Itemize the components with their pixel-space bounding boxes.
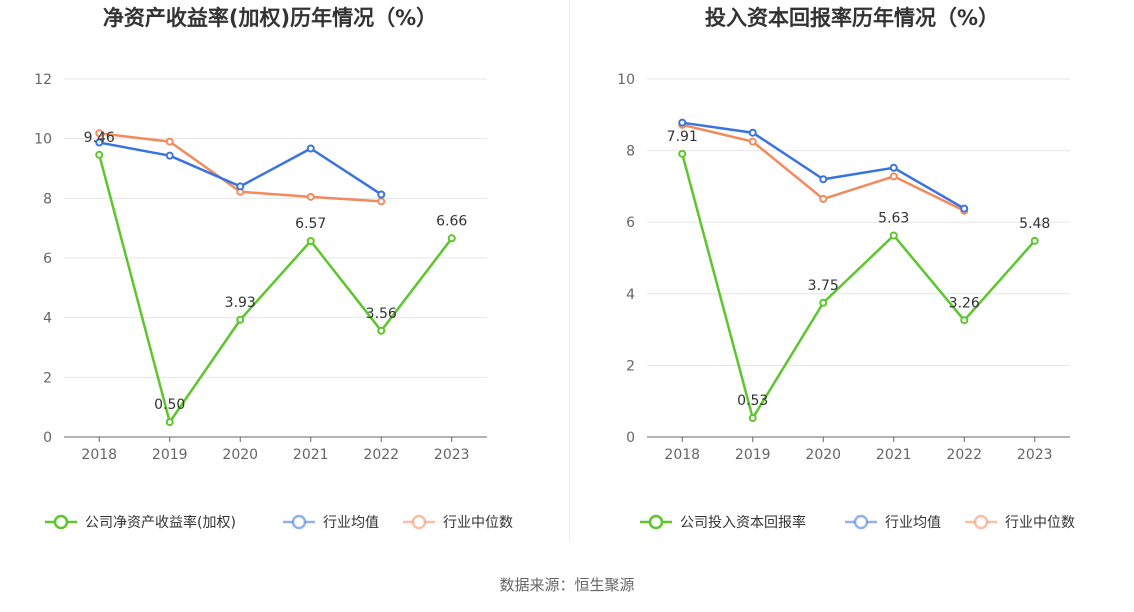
data-label: 0.50 <box>154 397 185 413</box>
data-point-median[interactable] <box>889 172 898 181</box>
legend-label: 行业中位数 <box>443 515 513 531</box>
data-point-avg[interactable] <box>165 151 174 160</box>
chart-title: 投入资本回报率历年情况（%） <box>705 6 999 30</box>
x-tick-label: 2022 <box>946 447 982 463</box>
data-point-company[interactable] <box>819 298 828 307</box>
data-point-median[interactable] <box>306 192 315 201</box>
data-point-avg[interactable] <box>960 204 969 213</box>
legend-label: 行业均值 <box>323 515 379 531</box>
data-label: 6.66 <box>436 213 467 229</box>
data-label: 5.63 <box>878 210 909 226</box>
x-tick-label: 2021 <box>876 447 912 463</box>
legend-marker <box>291 514 307 530</box>
y-tick-label: 0 <box>626 430 635 446</box>
data-label: 7.91 <box>667 129 698 145</box>
roe-chart: 净资产收益率(加权)历年情况（%） 0 2 4 6 8 10 12 2018 2019 2020 20… <box>34 6 513 531</box>
y-tick-label: 8 <box>626 144 635 160</box>
data-point-avg[interactable] <box>236 182 245 191</box>
legend-item-avg[interactable]: 行业均值 <box>845 514 941 531</box>
data-source: 数据来源：恒生聚源 <box>499 576 635 594</box>
series-line-company <box>681 153 1036 420</box>
x-tick-label: 2019 <box>735 447 771 463</box>
legend-label: 公司投入资本回报率 <box>680 514 806 531</box>
y-tick-label: 10 <box>617 72 635 88</box>
data-point-company[interactable] <box>960 316 969 325</box>
y-tick-label: 6 <box>626 215 635 231</box>
legend-label: 行业均值 <box>885 515 941 531</box>
legend-label: 公司净资产收益率(加权) <box>85 514 236 531</box>
y-tick-label: 12 <box>34 72 52 88</box>
x-tick-label: 2022 <box>363 447 399 463</box>
data-label: 5.48 <box>1019 216 1050 232</box>
y-tick-label: 4 <box>626 287 635 303</box>
data-point-avg[interactable] <box>678 118 687 127</box>
data-label: 0.53 <box>737 393 768 409</box>
data-point-avg[interactable] <box>748 128 757 137</box>
legend-marker <box>411 514 427 530</box>
data-point-company[interactable] <box>678 149 687 158</box>
legend-item-company[interactable]: 公司净资产收益率(加权) <box>45 514 236 531</box>
data-point-company[interactable] <box>377 326 386 335</box>
data-point-avg[interactable] <box>889 163 898 172</box>
x-tick-label: 2020 <box>805 447 841 463</box>
y-tick-label: 6 <box>43 251 52 267</box>
data-point-avg[interactable] <box>306 144 315 153</box>
legend-item-median[interactable]: 行业中位数 <box>965 514 1075 531</box>
legend-marker <box>973 514 989 530</box>
x-tick-label: 2021 <box>293 447 329 463</box>
data-point-company[interactable] <box>889 231 898 240</box>
x-tick-label: 2018 <box>664 447 700 463</box>
y-tick-label: 2 <box>626 358 635 374</box>
data-point-company[interactable] <box>1030 236 1039 245</box>
x-tick-label: 2019 <box>152 447 188 463</box>
roic-chart: 投入资本回报率历年情况（%） 0 2 4 6 8 10 2018 2019 2020 2021 202… <box>617 6 1075 531</box>
data-point-company[interactable] <box>165 418 174 427</box>
data-point-avg[interactable] <box>377 190 386 199</box>
y-tick-label: 8 <box>43 191 52 207</box>
data-point-company[interactable] <box>447 234 456 243</box>
data-point-median[interactable] <box>748 137 757 146</box>
series-line-company <box>98 154 453 424</box>
data-label: 3.56 <box>366 306 397 322</box>
data-label: 6.57 <box>295 216 326 232</box>
x-tick-label: 2023 <box>434 447 470 463</box>
data-label: 3.93 <box>225 295 256 311</box>
data-point-avg[interactable] <box>819 175 828 184</box>
data-point-company[interactable] <box>748 414 757 423</box>
chart-divider <box>569 0 570 540</box>
y-tick-label: 4 <box>43 311 52 327</box>
data-point-company[interactable] <box>306 236 315 245</box>
data-point-company[interactable] <box>95 150 104 159</box>
data-label: 9.46 <box>84 130 115 146</box>
y-tick-label: 10 <box>34 132 52 148</box>
data-point-avg[interactable] <box>95 138 104 147</box>
legend-marker <box>648 514 664 530</box>
legend-item-company[interactable]: 公司投入资本回报率 <box>640 514 806 531</box>
data-point-median[interactable] <box>165 137 174 146</box>
x-tick-label: 2020 <box>222 447 258 463</box>
data-label: 3.75 <box>808 278 839 294</box>
data-point-median[interactable] <box>95 129 104 138</box>
data-point-median[interactable] <box>819 194 828 203</box>
x-tick-label: 2018 <box>81 447 117 463</box>
x-tick-label: 2023 <box>1017 447 1053 463</box>
data-point-company[interactable] <box>236 315 245 324</box>
legend-item-median[interactable]: 行业中位数 <box>403 514 513 531</box>
y-tick-label: 0 <box>43 430 52 446</box>
legend-item-avg[interactable]: 行业均值 <box>283 514 379 531</box>
data-label: 3.26 <box>949 295 980 311</box>
chart-title: 净资产收益率(加权)历年情况（%） <box>103 6 437 30</box>
legend-marker <box>853 514 869 530</box>
legend-marker <box>53 514 69 530</box>
legend-label: 行业中位数 <box>1005 515 1075 531</box>
y-tick-label: 2 <box>43 370 52 386</box>
